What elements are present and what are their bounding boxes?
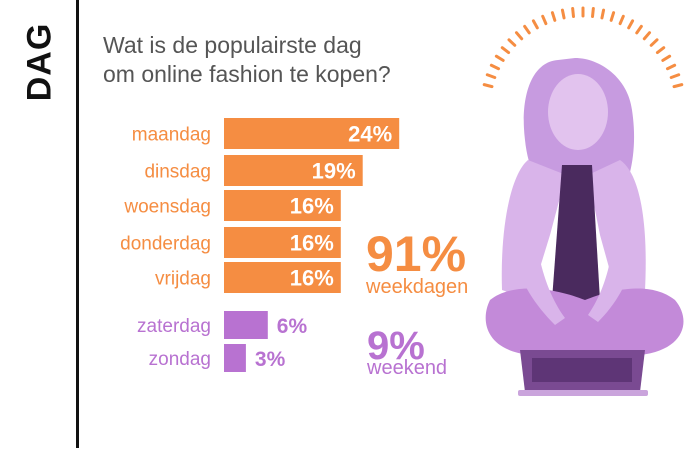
sunburst-dot bbox=[618, 14, 625, 26]
shirt-shape bbox=[552, 165, 600, 300]
sunburst-dot bbox=[482, 83, 494, 89]
sunburst-dot bbox=[531, 19, 539, 30]
sunburst-dot bbox=[523, 24, 531, 35]
value-label-maandag: 24% bbox=[348, 122, 392, 147]
sunburst-dot bbox=[571, 7, 575, 18]
weekend-total-value: 9% bbox=[367, 324, 425, 368]
bar-vrijdag bbox=[224, 262, 341, 293]
face-shape bbox=[548, 74, 608, 150]
left-arm-shape bbox=[510, 230, 565, 325]
sunburst-dot bbox=[665, 63, 677, 71]
laptop-edge-shape bbox=[518, 390, 648, 396]
value-label-donderdag: 16% bbox=[290, 231, 334, 256]
sunburst-dot bbox=[489, 63, 501, 71]
category-label-woensdag: woensdag bbox=[123, 197, 211, 218]
sunburst-dot bbox=[661, 54, 672, 62]
sunburst-dot bbox=[669, 73, 681, 80]
category-label-zaterdag: zaterdag bbox=[137, 316, 211, 337]
sunburst-dot bbox=[600, 8, 606, 20]
bar-zondag bbox=[224, 344, 246, 372]
bar-woensdag bbox=[224, 190, 341, 221]
title-line-1: Wat is de populairste dag bbox=[103, 32, 362, 58]
chart-title: Wat is de populairste dag om online fash… bbox=[103, 31, 463, 89]
value-label-zondag: 3% bbox=[255, 348, 286, 371]
category-label-maandag: maandag bbox=[132, 125, 211, 146]
value-label-woensdag: 16% bbox=[290, 194, 334, 219]
category-label-dinsdag: dinsdag bbox=[144, 162, 211, 183]
sunburst-dots bbox=[482, 6, 684, 89]
sunburst-dot bbox=[642, 31, 652, 41]
sunburst-dot bbox=[507, 38, 517, 47]
sunburst-dot bbox=[672, 83, 684, 89]
weekend-total-label: weekend bbox=[367, 357, 448, 379]
category-label-donderdag: donderdag bbox=[120, 234, 211, 255]
right-arm-shape bbox=[588, 230, 638, 322]
laptop-keyboard-shape bbox=[532, 358, 632, 382]
sunburst-dot bbox=[514, 31, 524, 41]
bar-maandag bbox=[224, 118, 400, 149]
bar-zaterdag bbox=[224, 311, 268, 339]
sunburst-dot bbox=[550, 11, 557, 22]
category-label-vrijdag: vrijdag bbox=[155, 269, 211, 290]
sunburst-dot bbox=[655, 46, 666, 55]
bar-donderdag bbox=[224, 227, 341, 258]
sunburst-dot bbox=[649, 38, 659, 47]
sunburst-dot bbox=[500, 46, 511, 55]
bar-chart: maandag 24% dinsdag 19% woensdag 16% donderdag… bbox=[120, 118, 400, 372]
woman-laptop-illustration bbox=[482, 6, 684, 396]
value-label-vrijdag: 16% bbox=[290, 266, 334, 291]
weekdays-total-value: 91% bbox=[366, 226, 467, 282]
bar-dinsdag bbox=[224, 155, 363, 186]
category-label-zondag: zondag bbox=[149, 349, 211, 370]
sunburst-dot bbox=[541, 14, 548, 26]
vertical-divider bbox=[76, 0, 79, 448]
value-label-dinsdag: 19% bbox=[312, 159, 356, 184]
sunburst-dot bbox=[635, 24, 643, 35]
sunburst-dot bbox=[609, 11, 616, 22]
sunburst-dot bbox=[560, 8, 566, 20]
value-label-zaterdag: 6% bbox=[277, 315, 308, 338]
sunburst-dot bbox=[494, 54, 505, 62]
sunburst-dot bbox=[591, 7, 595, 18]
weekdays-total-label: weekdagen bbox=[366, 276, 469, 298]
legs-shape bbox=[485, 288, 684, 355]
sunburst-dot bbox=[627, 19, 635, 30]
sunburst-dot bbox=[485, 73, 497, 80]
title-line-2: om online fashion te kopen? bbox=[103, 61, 391, 87]
